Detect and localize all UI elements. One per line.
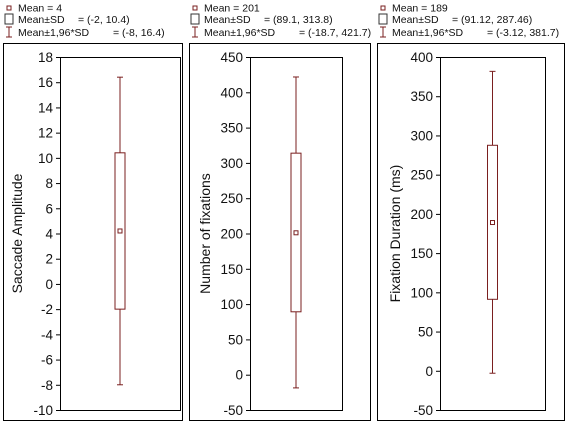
legend-mean-text: Mean = 189 bbox=[392, 3, 448, 15]
legend-ci-value: = (-3.12, 381.7) bbox=[487, 27, 559, 39]
y-axis-title: Number of fixations bbox=[197, 173, 213, 294]
y-tick-label: 0 bbox=[45, 277, 53, 292]
y-tick-label: 200 bbox=[220, 227, 243, 242]
y-tick-label: 200 bbox=[410, 207, 433, 222]
y-tick-label: 150 bbox=[410, 246, 433, 261]
legend-ci-label: Mean±1,96*SD bbox=[204, 27, 276, 39]
legend-sd-marker bbox=[190, 13, 200, 25]
legend-sd-value: = (-2, 10.4) bbox=[78, 14, 130, 26]
y-tick-label: 300 bbox=[410, 128, 433, 143]
y-tick-label: 450 bbox=[220, 50, 243, 65]
y-tick-label: 250 bbox=[410, 168, 433, 183]
y-tick-label: 400 bbox=[220, 85, 243, 100]
y-axis: -50 0 50 100 150 200 250 300 350 400 bbox=[410, 50, 440, 418]
y-axis-title: Fixation Duration (ms) bbox=[387, 165, 403, 303]
y-tick-label: 0 bbox=[425, 364, 433, 379]
y-tick-label: 250 bbox=[220, 191, 243, 206]
y-tick-label: 2 bbox=[45, 252, 53, 267]
y-tick-label: 300 bbox=[220, 156, 243, 171]
mean-marker bbox=[293, 230, 299, 236]
y-tick-label: 50 bbox=[418, 325, 433, 340]
legend-sd-label: Mean±SD bbox=[18, 14, 65, 26]
legend-mean-marker bbox=[192, 5, 198, 11]
plot-frame bbox=[250, 57, 343, 411]
legend-mean-text: Mean = 201 bbox=[204, 3, 260, 15]
panel-border bbox=[377, 43, 565, 421]
y-tick-label: -50 bbox=[223, 403, 243, 418]
y-axis-title: Saccade Amplitude bbox=[9, 173, 25, 293]
plot-frame bbox=[440, 57, 546, 411]
y-tick-label: 10 bbox=[38, 151, 53, 166]
y-tick-label: 350 bbox=[410, 89, 433, 104]
legend-mean-marker bbox=[380, 5, 386, 11]
box-plot bbox=[114, 76, 126, 386]
y-tick-label: 6 bbox=[45, 201, 53, 216]
y-tick-label: 350 bbox=[220, 121, 243, 136]
legend-mean-marker bbox=[6, 5, 12, 11]
mean-marker bbox=[117, 228, 123, 234]
legend-sd-value: = (89.1, 313.8) bbox=[264, 14, 333, 26]
y-tick-label: -50 bbox=[413, 403, 433, 418]
legend-sd-label: Mean±SD bbox=[392, 14, 439, 26]
y-tick-label: 8 bbox=[45, 176, 53, 191]
legend-sd-label: Mean±SD bbox=[204, 14, 251, 26]
y-tick-label: -2 bbox=[41, 302, 53, 317]
panel-border bbox=[3, 43, 183, 421]
y-tick-label: 400 bbox=[410, 50, 433, 65]
panel-border bbox=[189, 43, 371, 421]
legend-sd-marker bbox=[4, 13, 14, 25]
box-plot bbox=[487, 70, 498, 374]
legend-sd-marker bbox=[378, 13, 388, 25]
y-tick-label: -4 bbox=[41, 327, 53, 342]
y-tick-label: 4 bbox=[45, 227, 53, 242]
y-tick-label: 50 bbox=[228, 332, 243, 347]
y-tick-label: 14 bbox=[38, 100, 54, 115]
legend-ci-label: Mean±1,96*SD bbox=[392, 27, 464, 39]
y-axis: -10 -8 -6 -4 -2 0 2 4 6 8 10 12 14 16 18 bbox=[33, 50, 60, 418]
box-plot bbox=[290, 76, 302, 389]
legend-ci-value: = (-18.7, 421.7) bbox=[299, 27, 371, 39]
y-tick-label: -10 bbox=[33, 403, 53, 418]
y-tick-label: 100 bbox=[410, 285, 433, 300]
y-tick-label: 100 bbox=[220, 297, 243, 312]
y-tick-label: 12 bbox=[38, 126, 53, 141]
y-tick-label: 16 bbox=[38, 75, 53, 90]
mean-marker bbox=[490, 220, 495, 226]
y-tick-label: 150 bbox=[220, 262, 243, 277]
legend-ci-value: = (-8, 16.4) bbox=[113, 27, 165, 39]
legend-sd-value: = (91.12, 287.46) bbox=[452, 14, 532, 26]
plot-frame bbox=[60, 57, 181, 411]
y-tick-label: -8 bbox=[41, 378, 53, 393]
y-tick-label: -6 bbox=[41, 353, 53, 368]
y-axis: -50 0 50 100 150 200 250 300 350 400 450 bbox=[220, 50, 250, 418]
legend-mean-text: Mean = 4 bbox=[18, 3, 62, 15]
y-tick-label: 18 bbox=[38, 50, 53, 65]
legend-ci-label: Mean±1,96*SD bbox=[18, 27, 90, 39]
y-tick-label: 0 bbox=[235, 368, 243, 383]
